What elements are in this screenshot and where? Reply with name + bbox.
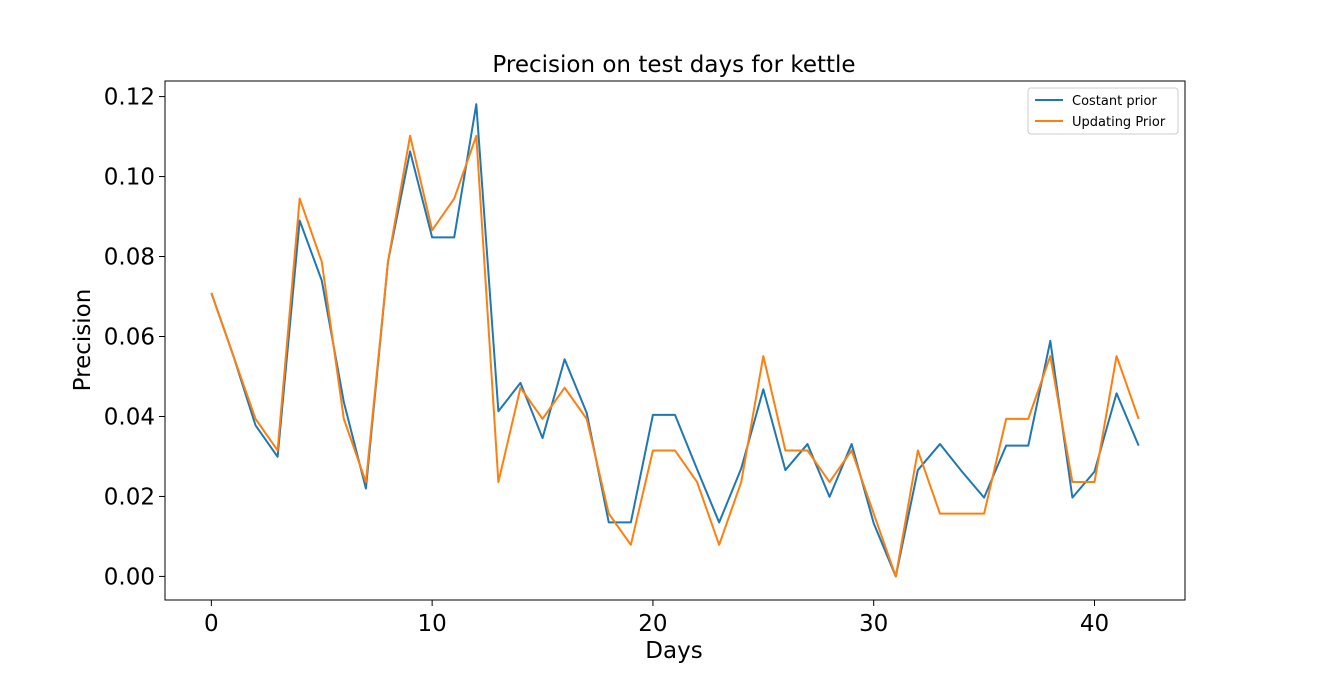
series-line-2 [210,134,1140,578]
y-axis-label: Precision [70,289,96,392]
axes-frame [164,80,1186,601]
y-tick-label: 0.06 [104,325,155,351]
y-tick-label: 0.00 [104,564,155,590]
x-axis-label: Days [645,638,702,664]
x-tick-label: 10 [418,611,447,637]
legend-label: Costant prior [1072,94,1157,109]
x-tick-label: 20 [638,611,667,637]
y-tick-label: 0.10 [104,165,155,191]
x-tick-label: 0 [204,611,219,637]
y-tick-label: 0.08 [104,245,155,271]
y-tick-label: 0.04 [104,404,155,430]
legend: Costant prior Updating Prior [1027,87,1179,135]
plot-area [210,103,1140,578]
axes: 0 10 20 30 40 0.00 0.02 0.04 0.06 0.08 0.10 0.12 [104,80,1186,637]
x-tick-label: 40 [1080,611,1109,637]
chart-title: Precision on test days for kettle [492,52,855,78]
x-tick-label: 30 [859,611,888,637]
legend-label: Updating Prior [1072,115,1166,130]
y-tick-label: 0.02 [104,484,155,510]
series-line-1 [210,103,1140,578]
legend-box [1027,87,1179,135]
y-tick-label: 0.12 [104,85,155,111]
